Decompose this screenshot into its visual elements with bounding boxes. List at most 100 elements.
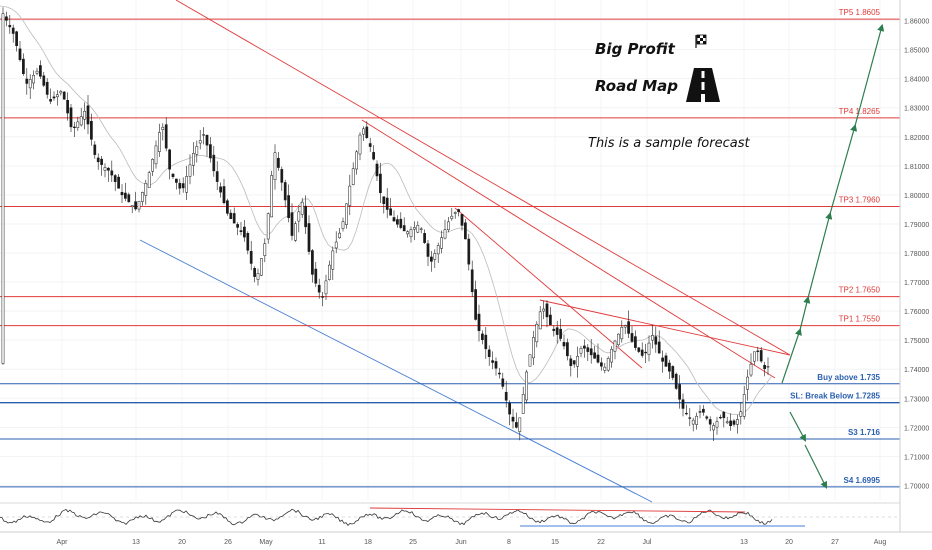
candle-body: [385, 197, 389, 210]
price-tick-label: 1.70000: [904, 483, 929, 490]
candle-body: [640, 349, 644, 356]
candle-body: [464, 222, 467, 240]
candle-body: [56, 94, 59, 98]
candle-body: [263, 243, 267, 256]
candle-body: [226, 200, 229, 214]
candle-body: [749, 363, 753, 376]
candle-body: [314, 268, 318, 284]
candle-body: [358, 134, 362, 155]
candle-body: [120, 192, 124, 196]
level-label: TP5 1.8605: [839, 8, 881, 17]
candle-body: [28, 79, 32, 89]
forecast-arrow: [804, 444, 827, 489]
candle-body: [545, 303, 549, 318]
candle-body: [756, 350, 760, 352]
candle-body: [596, 354, 600, 363]
candle-body: [739, 411, 743, 417]
candle-body: [277, 157, 280, 168]
candle-body: [674, 373, 678, 389]
price-tick-label: 1.71000: [904, 454, 929, 461]
candle-body: [705, 416, 709, 419]
price-levels: TP5 1.8605 TP4 1.8265 TP3 1.7960 TP2 1.7650…: [0, 8, 900, 488]
candle-body: [664, 355, 668, 367]
overlay-title-line2: Road Map: [595, 77, 678, 95]
trend-line: [139, 239, 653, 503]
candle-body: [236, 224, 239, 228]
candle-body: [657, 341, 661, 354]
candle-body: [617, 333, 620, 346]
candle-body: [453, 212, 457, 214]
candle-body: [49, 99, 52, 102]
candle-body: [351, 168, 355, 185]
candle-body: [168, 149, 171, 170]
candle-body: [127, 194, 131, 203]
candle-body: [42, 75, 46, 86]
time-tick-label: 13: [740, 539, 748, 546]
candle-body: [304, 205, 307, 228]
candle-body: [501, 378, 505, 387]
candle-body: [528, 354, 532, 367]
candle-body: [589, 348, 593, 356]
candle-body: [450, 215, 454, 219]
candle-body: [164, 124, 168, 149]
time-tick-label: 22: [597, 539, 605, 546]
candle-body: [447, 221, 450, 231]
candle-body: [576, 355, 579, 367]
candle-body: [266, 213, 270, 240]
forecast-note: This is a sample forecast: [588, 136, 750, 151]
candle-body: [321, 296, 324, 298]
candle-body: [586, 347, 590, 352]
candle-body: [69, 107, 73, 128]
candle-body: [137, 201, 141, 210]
candle-body: [766, 366, 770, 368]
candle-body: [117, 176, 120, 189]
price-tick-label: 1.79000: [904, 222, 929, 229]
trend-line: [361, 119, 776, 379]
candle-body: [708, 419, 712, 425]
candle-body: [66, 99, 69, 114]
candle-body: [253, 268, 256, 277]
candle-body: [300, 201, 304, 215]
forecast-arrow: [807, 211, 833, 299]
candlesticks: [1, 7, 770, 441]
candle-body: [406, 231, 409, 235]
candle-body: [130, 205, 134, 208]
candle-body: [457, 209, 460, 213]
price-tick-label: 1.78000: [904, 251, 929, 258]
candle-body: [18, 48, 22, 61]
price-axis-background: [900, 0, 932, 550]
time-tick-label: 26: [224, 539, 232, 546]
candle-body: [433, 253, 437, 260]
candle-body: [753, 351, 756, 362]
oscillator-line: [0, 508, 773, 527]
price-tick-label: 1.72000: [904, 425, 929, 432]
time-tick-label: 11: [318, 539, 325, 546]
level-label: S4 1.6995: [844, 476, 881, 485]
candle-body: [232, 213, 236, 224]
time-tick-label: Jun: [455, 539, 466, 546]
candle-body: [287, 195, 290, 219]
candle-body: [430, 256, 433, 262]
candle-body: [59, 91, 63, 94]
candle-body: [399, 218, 403, 228]
candle-body: [569, 358, 573, 366]
candle-body: [35, 70, 39, 74]
candle-body: [436, 245, 440, 255]
candle-body: [154, 145, 158, 165]
candle-body: [763, 365, 766, 370]
candle-body: [698, 411, 702, 413]
candle-body: [661, 357, 664, 362]
trend-line: [539, 299, 791, 356]
level-label: TP1 1.7550: [839, 315, 881, 324]
candle-body: [151, 159, 154, 172]
time-axis: Apr 13 20 26 May 11 18 25 Jun 8 15 22 Jul 13 20 27 Aug: [0, 531, 932, 546]
candle-body: [613, 340, 617, 352]
candle-body: [280, 169, 284, 183]
candle-body: [515, 422, 518, 428]
candle-body: [538, 311, 542, 330]
candle-body: [606, 358, 610, 371]
candle-body: [603, 366, 607, 371]
candle-body: [382, 196, 386, 204]
candle-body: [222, 186, 226, 204]
